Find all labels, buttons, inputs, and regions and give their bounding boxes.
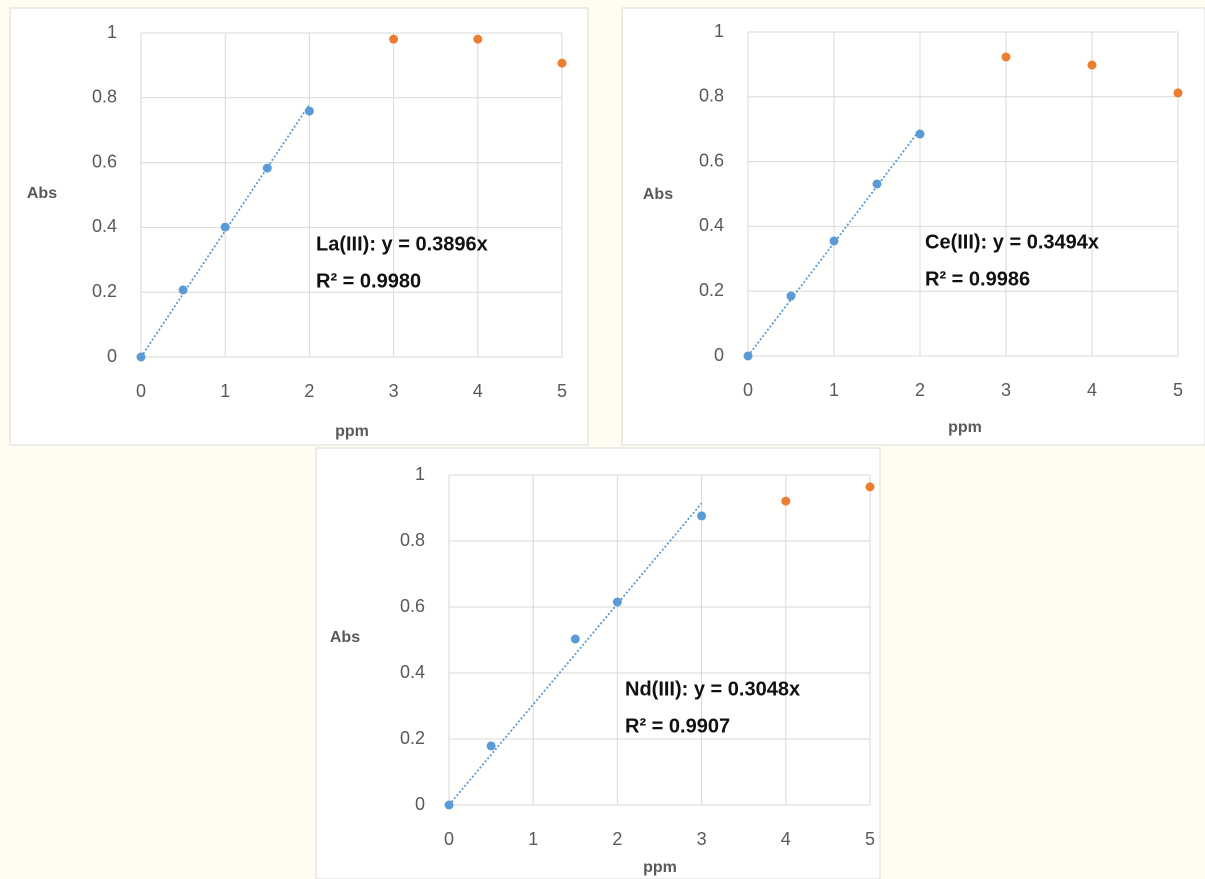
- data-point: [613, 598, 622, 607]
- data-point: [830, 236, 839, 245]
- x-tick-label: 5: [865, 829, 875, 849]
- x-tick-label: 2: [915, 380, 925, 400]
- x-tick-label: 0: [136, 381, 146, 401]
- data-point: [137, 353, 146, 362]
- data-point: [697, 511, 706, 520]
- y-tick-label: 0.4: [92, 216, 117, 236]
- y-tick-label: 0.8: [400, 530, 425, 550]
- y-tick-label: 0.6: [400, 596, 425, 616]
- data-point: [916, 130, 925, 139]
- x-tick-label: 1: [220, 381, 230, 401]
- chart-page: 0 0.2 0.4 0.6 0.8 1 0 1 2 3 4 5 Abs ppm La(III): y = 0…: [0, 0, 1205, 879]
- x-axis-label: ppm: [643, 859, 677, 876]
- x-tick-label: 0: [444, 829, 454, 849]
- x-tick-label: 1: [829, 380, 839, 400]
- data-point: [1088, 61, 1097, 70]
- x-tick-label: 5: [557, 381, 567, 401]
- annotation: Nd(III): y = 0.3048x: [625, 678, 800, 700]
- y-tick-label: 1: [415, 464, 425, 484]
- x-tick-label: 4: [1087, 380, 1097, 400]
- data-point: [781, 497, 790, 506]
- y-tick-label: 0: [714, 345, 724, 365]
- data-point: [445, 801, 454, 810]
- data-point: [866, 482, 875, 491]
- x-tick-label: 5: [1173, 380, 1183, 400]
- annotation: R² = 0.9986: [925, 268, 1030, 290]
- data-point: [873, 179, 882, 188]
- y-tick-label: 0.8: [92, 87, 117, 107]
- data-point: [744, 352, 753, 361]
- y-tick-label: 0.2: [92, 281, 117, 301]
- annotation: La(III): y = 0.3896x: [316, 233, 488, 255]
- y-tick-label: 0.4: [400, 662, 425, 682]
- data-point: [179, 285, 188, 294]
- x-tick-label: 0: [743, 380, 753, 400]
- y-tick-label: 0: [415, 794, 425, 814]
- data-point: [571, 635, 580, 644]
- data-point: [787, 292, 796, 301]
- y-tick-label: 0.2: [699, 280, 724, 300]
- data-point: [487, 741, 496, 750]
- data-point: [305, 107, 314, 116]
- x-tick-label: 3: [697, 829, 707, 849]
- data-point: [1174, 88, 1183, 97]
- x-tick-label: 2: [612, 829, 622, 849]
- x-tick-label: 4: [473, 381, 483, 401]
- annotation: R² = 0.9907: [625, 715, 730, 737]
- y-axis-label: Abs: [27, 185, 57, 202]
- annotation: Ce(III): y = 0.3494x: [925, 231, 1099, 253]
- data-point: [1002, 52, 1011, 61]
- x-tick-label: 3: [389, 381, 399, 401]
- x-axis-label: ppm: [948, 419, 982, 436]
- data-point: [263, 164, 272, 173]
- y-tick-label: 0.8: [699, 86, 724, 106]
- y-tick-label: 0.4: [699, 215, 724, 235]
- data-point: [473, 35, 482, 44]
- x-axis-label: ppm: [335, 423, 369, 440]
- data-point: [389, 35, 398, 44]
- data-point: [221, 223, 230, 232]
- y-tick-label: 1: [714, 21, 724, 41]
- x-tick-label: 2: [304, 381, 314, 401]
- y-tick-label: 0.6: [92, 151, 117, 171]
- y-axis-label: Abs: [330, 629, 360, 646]
- x-tick-label: 3: [1001, 380, 1011, 400]
- y-tick-label: 0: [107, 346, 117, 366]
- data-point: [558, 59, 567, 68]
- y-tick-label: 0.6: [699, 150, 724, 170]
- y-tick-label: 0.2: [400, 728, 425, 748]
- x-tick-label: 4: [781, 829, 791, 849]
- y-tick-label: 1: [107, 22, 117, 42]
- x-tick-label: 1: [528, 829, 538, 849]
- annotation: R² = 0.9980: [316, 270, 421, 292]
- y-axis-label: Abs: [643, 186, 673, 203]
